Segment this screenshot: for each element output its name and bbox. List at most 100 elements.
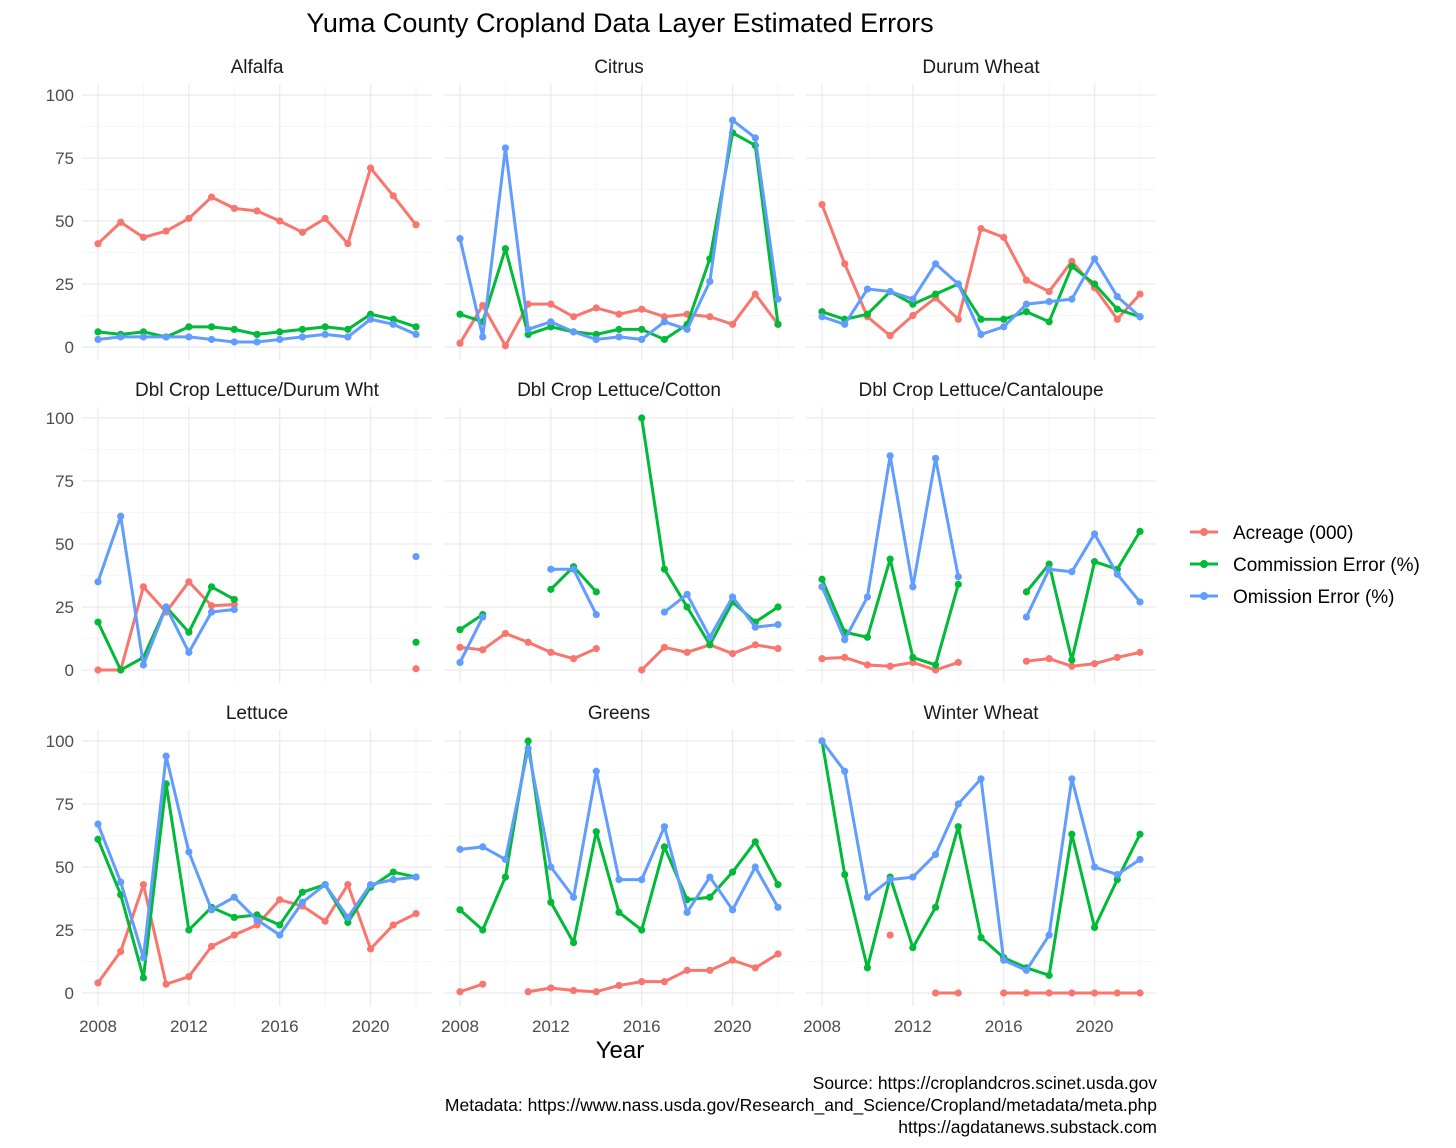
data-point bbox=[1000, 323, 1008, 331]
facet-panel: Greens 2008 2012 2016 2020 bbox=[441, 703, 794, 1036]
data-point bbox=[886, 662, 894, 670]
data-point bbox=[683, 966, 691, 974]
series-line bbox=[458, 747, 780, 914]
data-point bbox=[706, 633, 714, 641]
series-line bbox=[820, 454, 960, 642]
data-point bbox=[1022, 308, 1031, 316]
data-point bbox=[185, 648, 193, 656]
data-point bbox=[253, 338, 261, 346]
data-point bbox=[344, 881, 352, 889]
data-point bbox=[774, 644, 782, 653]
data-point bbox=[501, 144, 510, 152]
data-point bbox=[162, 752, 170, 760]
data-point bbox=[1068, 775, 1076, 783]
data-point bbox=[1068, 568, 1076, 576]
data-point bbox=[638, 666, 646, 674]
legend: Acreage (000) Commission Error (%) Omissio… bbox=[1190, 523, 1420, 608]
data-point bbox=[706, 277, 714, 286]
data-point bbox=[1136, 855, 1144, 864]
data-point bbox=[1068, 262, 1076, 270]
data-point bbox=[886, 931, 894, 939]
facet-title: Dbl Crop Lettuce/Cantaloupe bbox=[858, 380, 1103, 401]
data-point bbox=[547, 863, 555, 871]
data-point bbox=[886, 452, 894, 460]
data-point bbox=[547, 648, 555, 656]
data-point bbox=[230, 325, 238, 333]
data-point bbox=[638, 305, 646, 313]
data-point bbox=[954, 280, 962, 288]
data-point bbox=[412, 553, 420, 561]
series-line bbox=[1024, 650, 1142, 668]
data-point bbox=[412, 330, 420, 338]
data-point bbox=[230, 600, 238, 609]
data-point bbox=[1068, 989, 1076, 997]
data-point bbox=[1090, 280, 1099, 288]
data-point bbox=[931, 903, 940, 911]
y-tick-label: 25 bbox=[55, 921, 74, 940]
y-tick-label: 50 bbox=[55, 858, 74, 877]
series-line bbox=[96, 585, 236, 672]
data-point bbox=[344, 325, 352, 333]
data-point bbox=[366, 310, 375, 318]
data-point bbox=[592, 330, 600, 338]
data-point bbox=[162, 980, 170, 988]
data-point bbox=[863, 285, 872, 293]
data-point bbox=[660, 608, 669, 616]
data-point bbox=[344, 918, 352, 927]
data-point bbox=[954, 800, 962, 808]
legend-label: Commission Error (%) bbox=[1233, 555, 1420, 576]
data-point bbox=[366, 945, 375, 953]
series-line bbox=[820, 257, 1142, 336]
data-point bbox=[863, 310, 872, 318]
data-point bbox=[954, 989, 962, 997]
data-point bbox=[479, 926, 487, 934]
data-point bbox=[818, 583, 826, 591]
data-point bbox=[94, 979, 102, 987]
data-point bbox=[706, 641, 714, 649]
data-point bbox=[774, 903, 782, 911]
data-point bbox=[547, 323, 555, 331]
x-tick-label: 2020 bbox=[352, 1017, 390, 1036]
data-point bbox=[818, 737, 826, 745]
data-point bbox=[524, 330, 532, 338]
data-point bbox=[185, 323, 193, 331]
data-point bbox=[751, 863, 759, 871]
data-point bbox=[1113, 305, 1121, 313]
data-point bbox=[818, 655, 826, 663]
facet-panel: Winter Wheat 2008 2012 2016 2020 bbox=[803, 703, 1156, 1036]
series bbox=[94, 164, 420, 248]
data-point bbox=[456, 988, 464, 996]
data-point bbox=[592, 767, 600, 775]
data-point bbox=[1022, 588, 1031, 596]
data-point bbox=[117, 333, 125, 341]
data-point bbox=[479, 301, 487, 310]
series-line bbox=[820, 557, 960, 667]
data-point bbox=[139, 583, 148, 591]
data-point bbox=[660, 313, 669, 321]
data-point bbox=[683, 590, 691, 599]
data-point bbox=[683, 603, 691, 611]
data-point bbox=[592, 335, 600, 344]
data-point bbox=[501, 342, 510, 350]
facet-title: Greens bbox=[588, 703, 650, 724]
data-point bbox=[660, 643, 669, 651]
data-point bbox=[683, 908, 691, 916]
data-point bbox=[1022, 657, 1031, 665]
series-line bbox=[96, 580, 236, 672]
data-point bbox=[1045, 287, 1053, 296]
data-point bbox=[298, 898, 307, 906]
data-point bbox=[931, 989, 940, 997]
data-point bbox=[683, 325, 691, 333]
data-point bbox=[230, 893, 238, 901]
data-point bbox=[977, 330, 985, 338]
series-line bbox=[526, 952, 780, 994]
facet-panel: Citrus bbox=[444, 57, 794, 360]
x-tick-label: 2012 bbox=[170, 1017, 208, 1036]
series-line bbox=[662, 592, 780, 639]
x-tick-label: 2008 bbox=[803, 1017, 841, 1036]
data-point bbox=[524, 744, 532, 753]
data-point bbox=[298, 333, 307, 341]
y-tick-label: 100 bbox=[46, 409, 74, 428]
data-point bbox=[389, 192, 397, 200]
data-point bbox=[344, 240, 352, 248]
